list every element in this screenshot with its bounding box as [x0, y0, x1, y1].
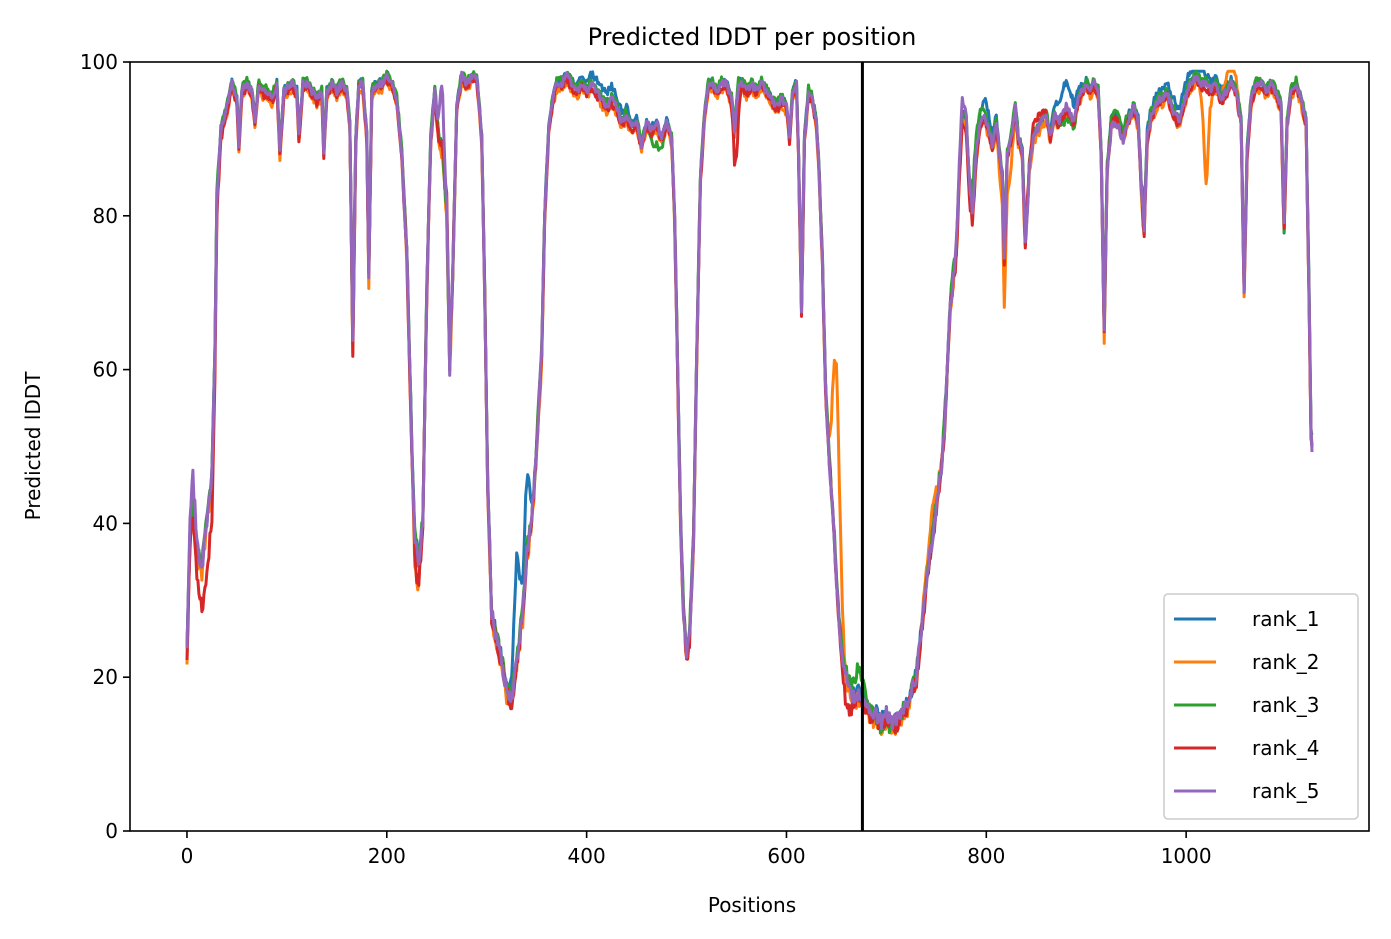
series-line-rank_5	[185, 70, 1314, 731]
legend: rank_1 rank_2 rank_3 rank_4 rank_5	[1163, 593, 1359, 820]
x-tick-label: 400	[568, 844, 606, 868]
x-tick-label: 1000	[1161, 844, 1212, 868]
y-axis: 0 20 40 60 80 100	[80, 50, 130, 843]
x-tick-label: 600	[767, 844, 805, 868]
x-axis: 0 200 400 600 800 1000	[181, 831, 1212, 868]
legend-label: rank_5	[1252, 779, 1319, 803]
legend-label: rank_4	[1252, 736, 1319, 760]
x-axis-label: Positions	[708, 893, 796, 917]
series-lines	[185, 69, 1314, 736]
legend-label: rank_1	[1252, 607, 1319, 631]
x-tick-label: 200	[368, 844, 406, 868]
y-tick-label: 80	[93, 204, 118, 228]
y-tick-label: 100	[80, 50, 118, 74]
legend-label: rank_2	[1252, 650, 1319, 674]
y-tick-label: 20	[93, 665, 118, 689]
plot-area-frame	[129, 61, 1370, 832]
y-tick-label: 60	[93, 358, 118, 382]
y-tick-label: 0	[105, 819, 118, 843]
legend-label: rank_3	[1252, 693, 1319, 717]
y-axis-label: Predicted lDDT	[21, 371, 45, 521]
x-tick-label: 0	[181, 844, 194, 868]
series-line-rank_3	[185, 69, 1314, 735]
chart-title: Predicted lDDT per position	[588, 23, 917, 51]
y-tick-label: 40	[93, 511, 118, 535]
legend-box	[1163, 593, 1359, 820]
x-tick-label: 800	[967, 844, 1005, 868]
